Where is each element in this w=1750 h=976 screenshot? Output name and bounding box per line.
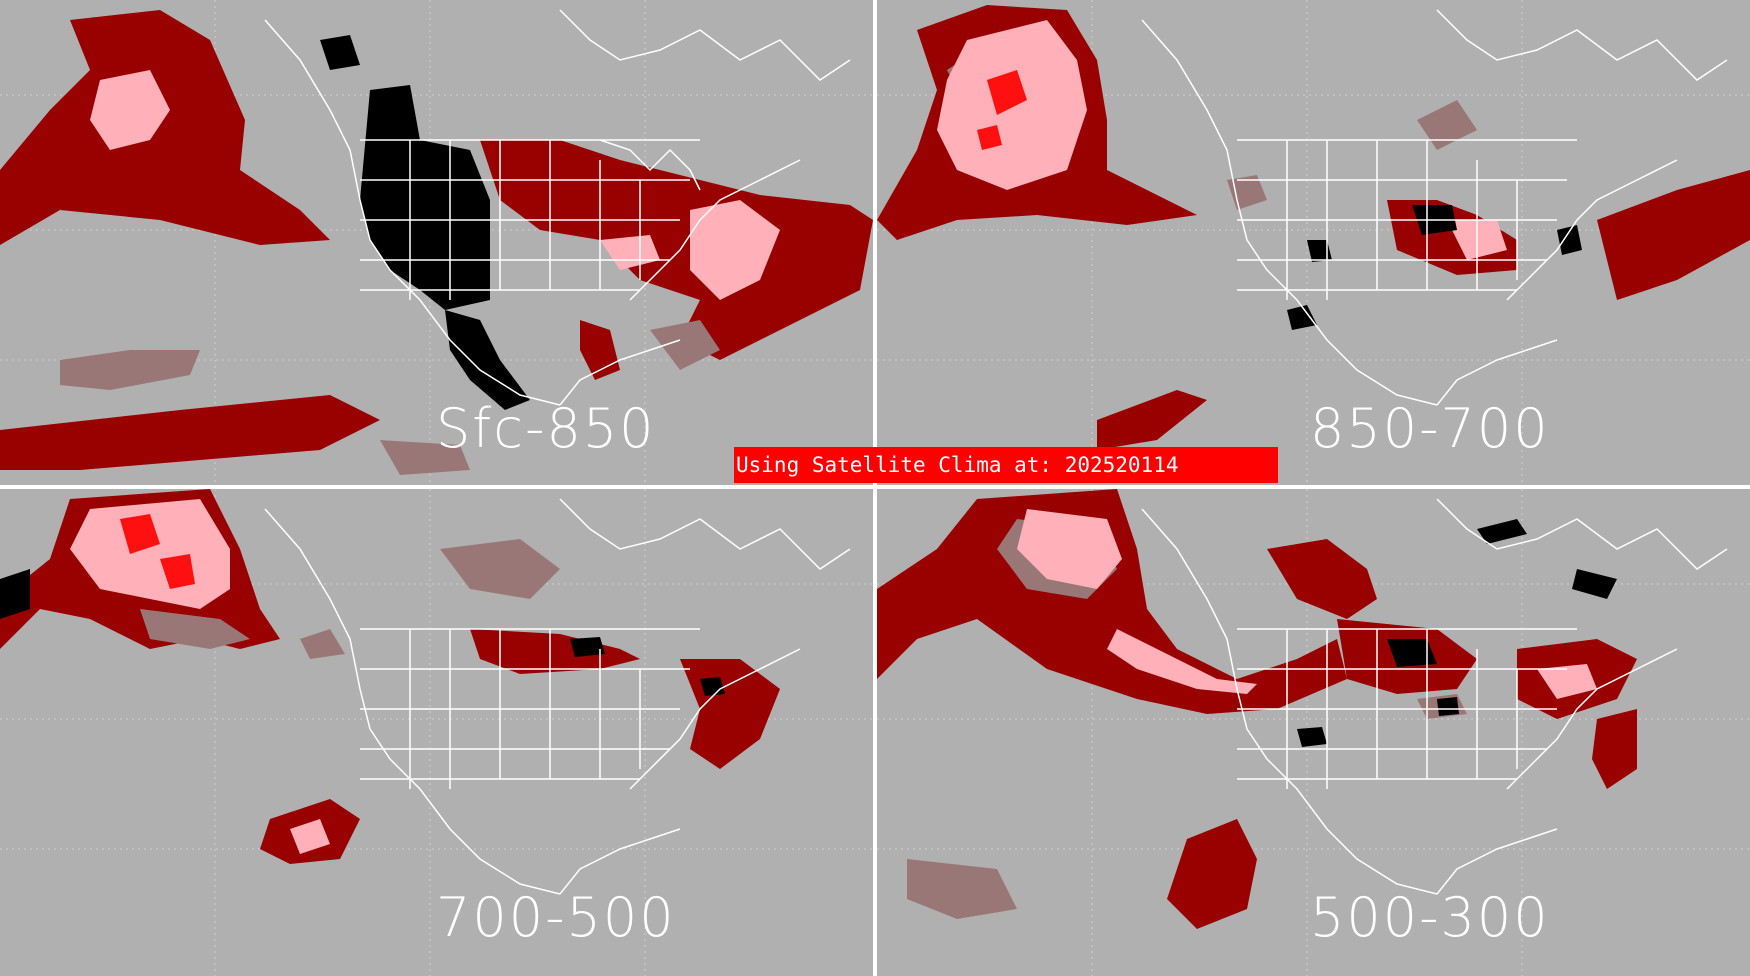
map-700-500: [0, 489, 873, 976]
panel-sfc-850: Sfc-850: [0, 0, 873, 485]
panel-700-500: 700-500: [0, 489, 873, 976]
map-500-300: [877, 489, 1750, 976]
satellite-clima-banner: Using Satellite Clima at: 202520114: [734, 447, 1278, 483]
layer-label-850-700: 850-700: [1310, 397, 1550, 460]
map-850-700: [877, 0, 1750, 485]
layer-label-sfc-850: Sfc-850: [436, 397, 656, 460]
layer-label-700-500: 700-500: [436, 886, 676, 949]
layer-label-500-300: 500-300: [1310, 886, 1550, 949]
panel-500-300: 500-300: [877, 489, 1750, 976]
map-sfc-850: [0, 0, 873, 485]
panel-850-700: 850-700: [877, 0, 1750, 485]
